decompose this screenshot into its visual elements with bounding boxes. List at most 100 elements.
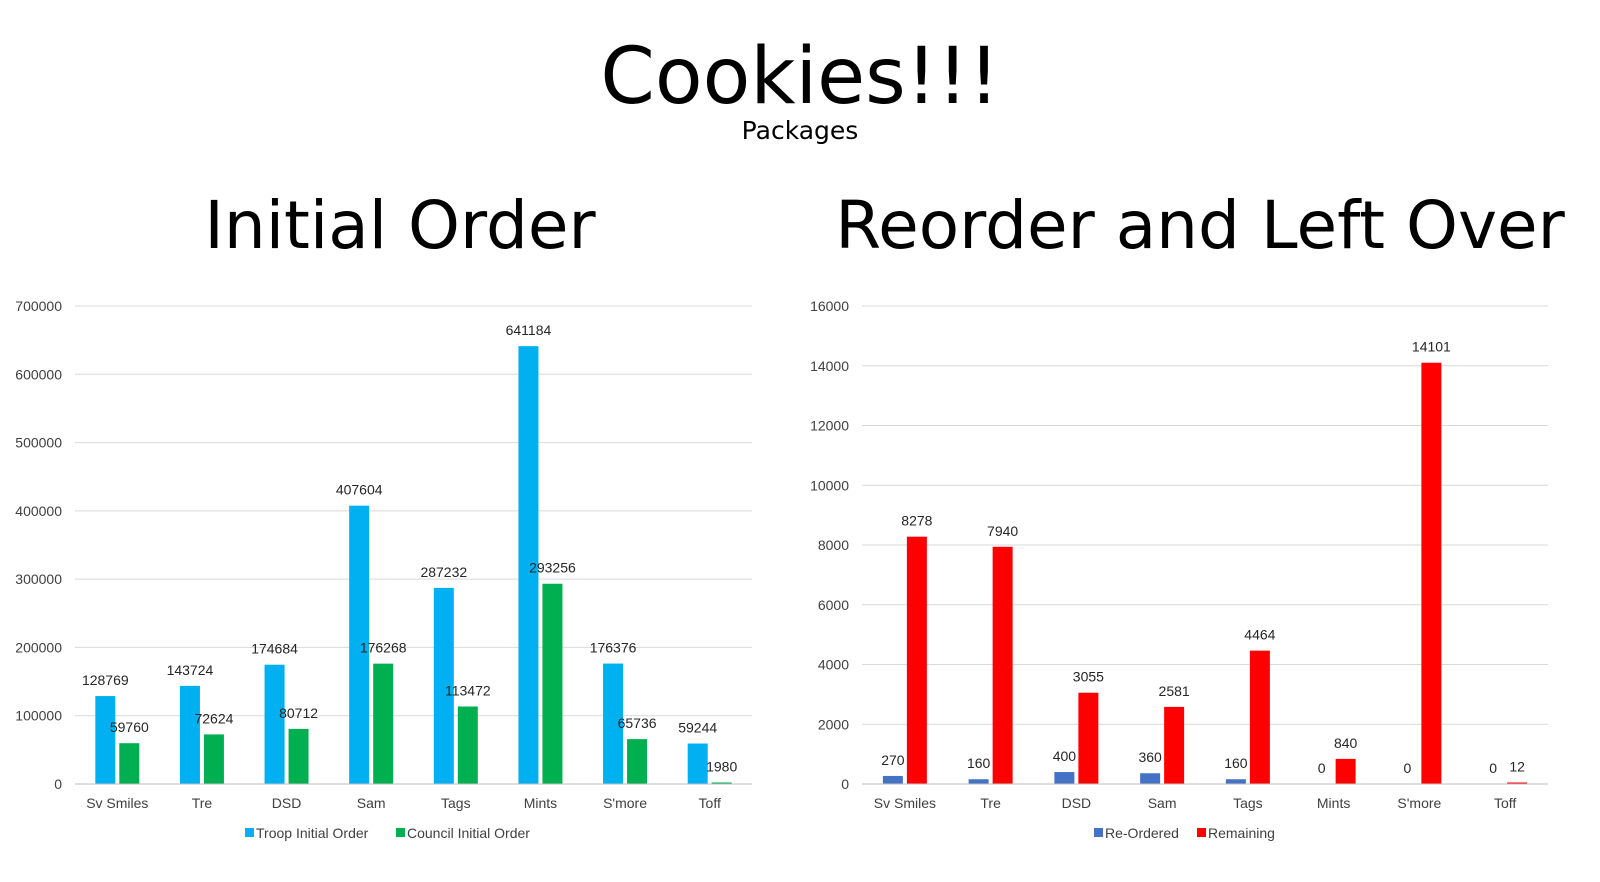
initial-bar-council-initial-order	[373, 663, 394, 784]
reorder-bar-remaining	[992, 546, 1013, 784]
reorder-bar-re-ordered	[882, 775, 903, 784]
initial-y-tick-label: 200000	[15, 639, 62, 655]
initial-legend-label: Council Initial Order	[407, 825, 530, 841]
reorder-data-label: 0	[1489, 760, 1497, 776]
reorder-legend-swatch	[1197, 828, 1206, 837]
initial-y-tick-label: 600000	[15, 366, 62, 382]
reorder-data-label: 12	[1509, 759, 1525, 775]
initial-data-label: 143724	[167, 662, 214, 678]
reorder-bar-remaining	[1507, 782, 1528, 784]
reorder-data-label: 0	[1403, 760, 1411, 776]
initial-bar-troop-initial-order	[349, 505, 370, 784]
reorder-bar-remaining	[1249, 650, 1270, 784]
reorder-legend-label: Remaining	[1208, 825, 1275, 841]
initial-data-label: 128769	[82, 672, 129, 688]
reorder-bar-remaining	[906, 536, 927, 784]
initial-x-tick-label: Tre	[192, 795, 213, 811]
initial-data-label: 407604	[336, 482, 383, 498]
reorder-bar-re-ordered	[1140, 773, 1161, 784]
reorder-data-label: 14101	[1412, 339, 1451, 355]
reorder-bar-re-ordered	[968, 779, 989, 784]
reorder-y-tick-label: 14000	[810, 358, 849, 374]
initial-data-label: 176268	[360, 640, 407, 656]
page-subtitle: Packages	[741, 116, 859, 145]
initial-bar-council-initial-order	[627, 739, 648, 784]
initial-data-label: 1980	[706, 759, 737, 775]
initial-x-tick-label: Mints	[524, 795, 557, 811]
page-title: Cookies!!!	[600, 32, 1000, 122]
chart-title-reorder: Reorder and Left Over	[835, 187, 1565, 264]
reorder-bar-remaining	[1164, 706, 1185, 784]
initial-data-label: 65736	[618, 715, 657, 731]
reorder-y-tick-label: 4000	[818, 657, 849, 673]
initial-bar-troop-initial-order	[518, 346, 539, 784]
initial-data-label: 174684	[251, 641, 298, 657]
reorder-y-tick-label: 6000	[818, 597, 849, 613]
initial-y-tick-label: 400000	[15, 503, 62, 519]
reorder-y-tick-label: 8000	[818, 537, 849, 553]
reorder-y-tick-label: 2000	[818, 716, 849, 732]
reorder-legend-swatch	[1094, 828, 1103, 837]
initial-data-label: 293256	[529, 560, 576, 576]
reorder-x-tick-label: S'more	[1397, 795, 1441, 811]
initial-bar-troop-initial-order	[433, 587, 454, 784]
reorder-x-tick-label: Sam	[1148, 795, 1177, 811]
initial-x-tick-label: Sv Smiles	[86, 795, 148, 811]
initial-bar-troop-initial-order	[687, 743, 708, 784]
reorder-data-label: 270	[881, 752, 905, 768]
initial-data-label: 641184	[506, 322, 552, 338]
reorder-data-label: 3055	[1073, 669, 1104, 685]
reorder-x-tick-label: Tre	[980, 795, 1001, 811]
initial-y-tick-label: 700000	[15, 298, 62, 314]
initial-legend-label: Troop Initial Order	[256, 825, 369, 841]
reorder-y-tick-label: 0	[841, 776, 849, 792]
reorder-data-label: 4464	[1244, 627, 1275, 643]
reorder-bar-remaining	[1078, 692, 1099, 784]
reorder-data-label: 840	[1334, 735, 1358, 751]
reorder-data-label: 400	[1053, 748, 1077, 764]
reorder-bar-remaining	[1421, 362, 1442, 784]
initial-data-label: 72624	[194, 710, 233, 726]
initial-data-label: 113472	[445, 683, 491, 699]
reorder-x-tick-label: Toff	[1494, 795, 1516, 811]
initial-bar-troop-initial-order	[603, 663, 624, 784]
reorder-bar-re-ordered	[1225, 779, 1246, 784]
reorder-y-tick-label: 16000	[810, 298, 849, 314]
reorder-x-tick-label: Sv Smiles	[874, 795, 936, 811]
reorder-data-label: 8278	[901, 513, 932, 529]
reorder-y-tick-label: 10000	[810, 477, 849, 493]
initial-bar-council-initial-order	[288, 728, 309, 784]
initial-bar-council-initial-order	[457, 706, 478, 784]
initial-bar-council-initial-order	[542, 583, 563, 784]
reorder-data-label: 0	[1318, 760, 1326, 776]
initial-legend-swatch	[245, 828, 254, 837]
chart-title-initial-order: Initial Order	[204, 187, 596, 264]
initial-data-label: 59760	[110, 719, 149, 735]
initial-x-tick-label: S'more	[603, 795, 647, 811]
initial-y-tick-label: 300000	[15, 571, 62, 587]
reorder-data-label: 160	[1224, 755, 1248, 771]
initial-x-tick-label: Tags	[441, 795, 471, 811]
initial-data-label: 80712	[279, 705, 318, 721]
reorder-x-tick-label: DSD	[1062, 795, 1092, 811]
initial-y-tick-label: 0	[54, 776, 62, 792]
initial-data-label: 59244	[678, 720, 717, 736]
reorder-data-label: 2581	[1159, 683, 1190, 699]
initial-y-tick-label: 100000	[15, 708, 62, 724]
initial-data-label: 176376	[590, 640, 637, 656]
initial-bar-council-initial-order	[119, 743, 140, 784]
reorder-data-label: 7940	[987, 523, 1018, 539]
initial-y-tick-label: 500000	[15, 435, 62, 451]
initial-legend-swatch	[396, 828, 405, 837]
initial-bar-council-initial-order	[203, 734, 224, 784]
initial-bar-council-initial-order	[711, 782, 732, 784]
reorder-legend-label: Re-Ordered	[1105, 825, 1179, 841]
initial-x-tick-label: DSD	[272, 795, 302, 811]
initial-x-tick-label: Toff	[699, 795, 721, 811]
reorder-x-tick-label: Mints	[1317, 795, 1350, 811]
reorder-bar-remaining	[1335, 758, 1356, 784]
initial-bar-troop-initial-order	[179, 685, 200, 784]
reorder-data-label: 360	[1138, 749, 1162, 765]
initial-data-label: 287232	[420, 564, 467, 580]
